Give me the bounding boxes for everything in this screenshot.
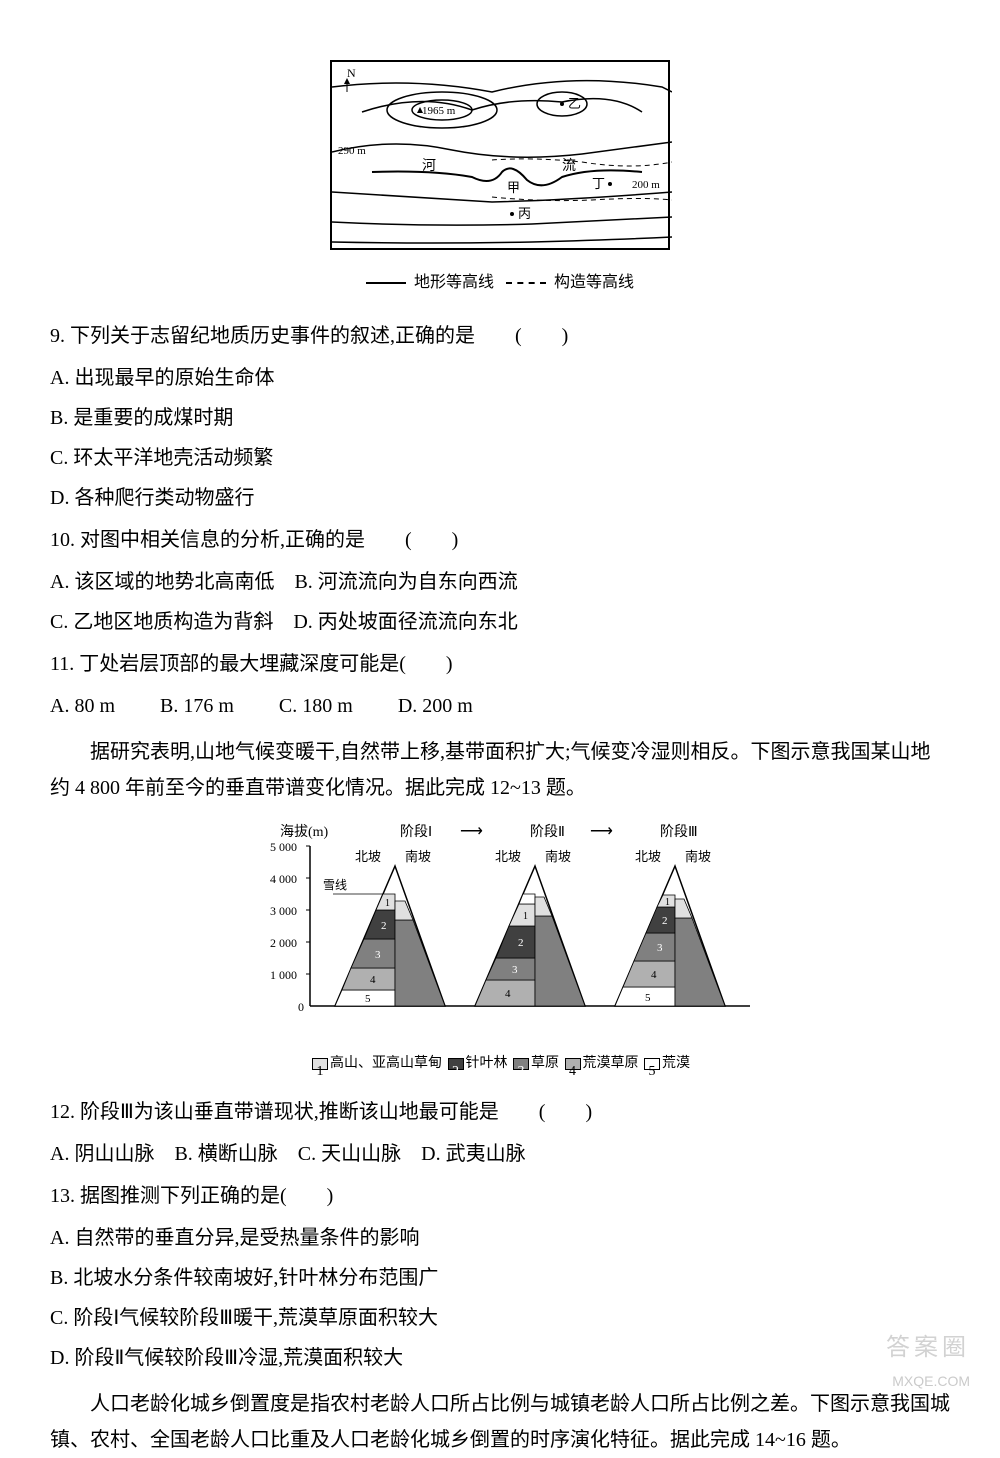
q10-optD: D. 丙处坡面径流流向东北 xyxy=(293,611,517,633)
legend-box-3: 3 xyxy=(513,1058,529,1070)
legend-box-2: 2 xyxy=(448,1058,464,1070)
svg-text:3 000: 3 000 xyxy=(270,904,297,918)
q13-optB: B. 北坡水分条件较南坡好,针叶林分布范围广 xyxy=(50,1260,950,1296)
q11-stem: 11. 丁处岩层顶部的最大埋藏深度可能是( ) xyxy=(50,646,950,682)
legend-label-2: 针叶林 xyxy=(466,1056,508,1071)
svg-text:南坡: 南坡 xyxy=(685,849,711,864)
q12-optD: D. 武夷山脉 xyxy=(421,1143,525,1165)
legend-label-5: 荒漠 xyxy=(662,1056,690,1071)
figure2-container: 海拔(m) 阶段Ⅰ ⟶ 阶段Ⅱ ⟶ 阶段Ⅲ 5 000 4 000 3 000 … xyxy=(50,821,950,1079)
q10-row2: C. 乙地区地质构造为背斜 D. 丙处坡面径流流向东北 xyxy=(50,604,950,640)
q11-optD: D. 200 m xyxy=(398,695,473,717)
svg-text:1: 1 xyxy=(665,897,670,908)
q13-stem: 13. 据图推测下列正确的是( ) xyxy=(50,1178,950,1214)
svg-text:⟶: ⟶ xyxy=(590,823,613,840)
svg-text:1: 1 xyxy=(523,911,528,922)
svg-text:1 000: 1 000 xyxy=(270,968,297,982)
q12-optB: B. 横断山脉 xyxy=(174,1143,277,1165)
q9-stem: 9. 下列关于志留纪地质历史事件的叙述,正确的是 ( ) xyxy=(50,318,950,354)
q10-stem: 10. 对图中相关信息的分析,正确的是 ( ) xyxy=(50,522,950,558)
figure1-container: N 1965 m 乙 290 m 河 流 甲 丁 xyxy=(50,60,950,298)
svg-text:200 m: 200 m xyxy=(632,179,660,191)
watermark-top: 答案圈 xyxy=(886,1326,970,1369)
svg-text:4: 4 xyxy=(651,969,657,981)
svg-text:阶段Ⅱ: 阶段Ⅱ xyxy=(530,824,565,840)
legend-label-3: 草原 xyxy=(531,1056,559,1071)
svg-text:南坡: 南坡 xyxy=(545,849,571,864)
svg-text:南坡: 南坡 xyxy=(405,849,431,864)
svg-text:阶段Ⅰ: 阶段Ⅰ xyxy=(400,824,432,840)
svg-text:4: 4 xyxy=(370,974,376,986)
q11-optA: A. 80 m xyxy=(50,695,115,717)
dashed-caption: 构造等高线 xyxy=(554,274,634,291)
contour-map: N 1965 m 乙 290 m 河 流 甲 丁 xyxy=(330,60,670,250)
svg-text:5: 5 xyxy=(365,993,371,1005)
svg-text:2 000: 2 000 xyxy=(270,936,297,950)
solid-caption: 地形等高线 xyxy=(414,274,494,291)
passage3: 人口老龄化城乡倒置度是指农村老龄人口所占比例与城镇老龄人口所占比例之差。下图示意… xyxy=(50,1386,950,1458)
q9-optB: B. 是重要的成煤时期 xyxy=(50,400,950,436)
svg-text:甲: 甲 xyxy=(507,180,520,195)
q11-optB: B. 176 m xyxy=(160,695,234,717)
svg-text:1965 m: 1965 m xyxy=(422,105,456,117)
svg-text:乙: 乙 xyxy=(568,96,581,111)
y-axis-label: 海拔(m) xyxy=(280,824,329,840)
svg-text:290 m: 290 m xyxy=(338,145,366,157)
passage2: 据研究表明,山地气候变暖干,自然带上移,基带面积扩大;气候变冷湿则相反。下图示意… xyxy=(50,734,950,806)
svg-text:4 000: 4 000 xyxy=(270,872,297,886)
svg-text:3: 3 xyxy=(512,964,518,976)
svg-text:河: 河 xyxy=(422,158,436,174)
q9-optD: D. 各种爬行类动物盛行 xyxy=(50,480,950,516)
q9-optC: C. 环太平洋地壳活动频繁 xyxy=(50,440,950,476)
q13-optC: C. 阶段Ⅰ气候较阶段Ⅲ暖干,荒漠草原面积较大 xyxy=(50,1300,950,1336)
svg-text:0: 0 xyxy=(298,1000,304,1014)
q13-optA: A. 自然带的垂直分异,是受热量条件的影响 xyxy=(50,1220,950,1256)
svg-text:4: 4 xyxy=(505,988,511,1000)
q10-row1: A. 该区域的地势北高南低 B. 河流流向为自东向西流 xyxy=(50,564,950,600)
vertical-zone-chart: 海拔(m) 阶段Ⅰ ⟶ 阶段Ⅱ ⟶ 阶段Ⅲ 5 000 4 000 3 000 … xyxy=(240,821,760,1076)
svg-text:北坡: 北坡 xyxy=(495,849,521,864)
legend-label-4: 荒漠草原 xyxy=(583,1056,639,1071)
legend-box-4: 4 xyxy=(565,1058,581,1070)
svg-text:北坡: 北坡 xyxy=(635,849,661,864)
svg-text:1: 1 xyxy=(385,898,390,909)
q10-optA: A. 该区域的地势北高南低 xyxy=(50,571,274,593)
legend-box-1: 1 xyxy=(312,1058,328,1070)
legend-box-5: 5 xyxy=(644,1058,660,1070)
svg-text:阶段Ⅲ: 阶段Ⅲ xyxy=(660,824,698,840)
q10-optB: B. 河流流向为自东向西流 xyxy=(294,571,517,593)
q13-optD: D. 阶段Ⅱ气候较阶段Ⅲ冷湿,荒漠面积较大 xyxy=(50,1340,950,1376)
q12-stem: 12. 阶段Ⅲ为该山垂直带谱现状,推断该山地最可能是 ( ) xyxy=(50,1094,950,1130)
watermark: 答案圈 MXQE.COM xyxy=(886,1326,970,1394)
q10-optC: C. 乙地区地质构造为背斜 xyxy=(50,611,273,633)
svg-text:雪线: 雪线 xyxy=(323,878,347,892)
svg-text:2: 2 xyxy=(518,937,524,949)
svg-text:2: 2 xyxy=(662,915,668,927)
svg-text:3: 3 xyxy=(375,949,381,961)
svg-text:5 000: 5 000 xyxy=(270,840,297,854)
svg-text:丁: 丁 xyxy=(592,176,605,191)
svg-text:丙: 丙 xyxy=(518,206,531,221)
q12-options: A. 阴山山脉 B. 横断山脉 C. 天山山脉 D. 武夷山脉 xyxy=(50,1136,950,1172)
q11-options: A. 80 m B. 176 m C. 180 m D. 200 m xyxy=(50,688,950,724)
svg-text:2: 2 xyxy=(381,920,387,932)
figure2-legend: 1高山、亚高山草甸 2针叶林 3草原 4荒漠草原 5荒漠 xyxy=(240,1051,760,1076)
svg-text:3: 3 xyxy=(657,942,663,954)
watermark-bottom: MXQE.COM xyxy=(886,1369,970,1394)
svg-text:⟶: ⟶ xyxy=(460,823,483,840)
legend-label-1: 高山、亚高山草甸 xyxy=(330,1056,442,1071)
figure1-caption: 地形等高线 构造等高线 xyxy=(50,269,950,298)
svg-text:北坡: 北坡 xyxy=(355,849,381,864)
q9-optA: A. 出现最早的原始生命体 xyxy=(50,360,950,396)
north-label: N xyxy=(347,66,356,80)
q11-optC: C. 180 m xyxy=(279,695,353,717)
svg-text:5: 5 xyxy=(645,992,651,1004)
q12-optC: C. 天山山脉 xyxy=(298,1143,401,1165)
q12-optA: A. 阴山山脉 xyxy=(50,1143,154,1165)
